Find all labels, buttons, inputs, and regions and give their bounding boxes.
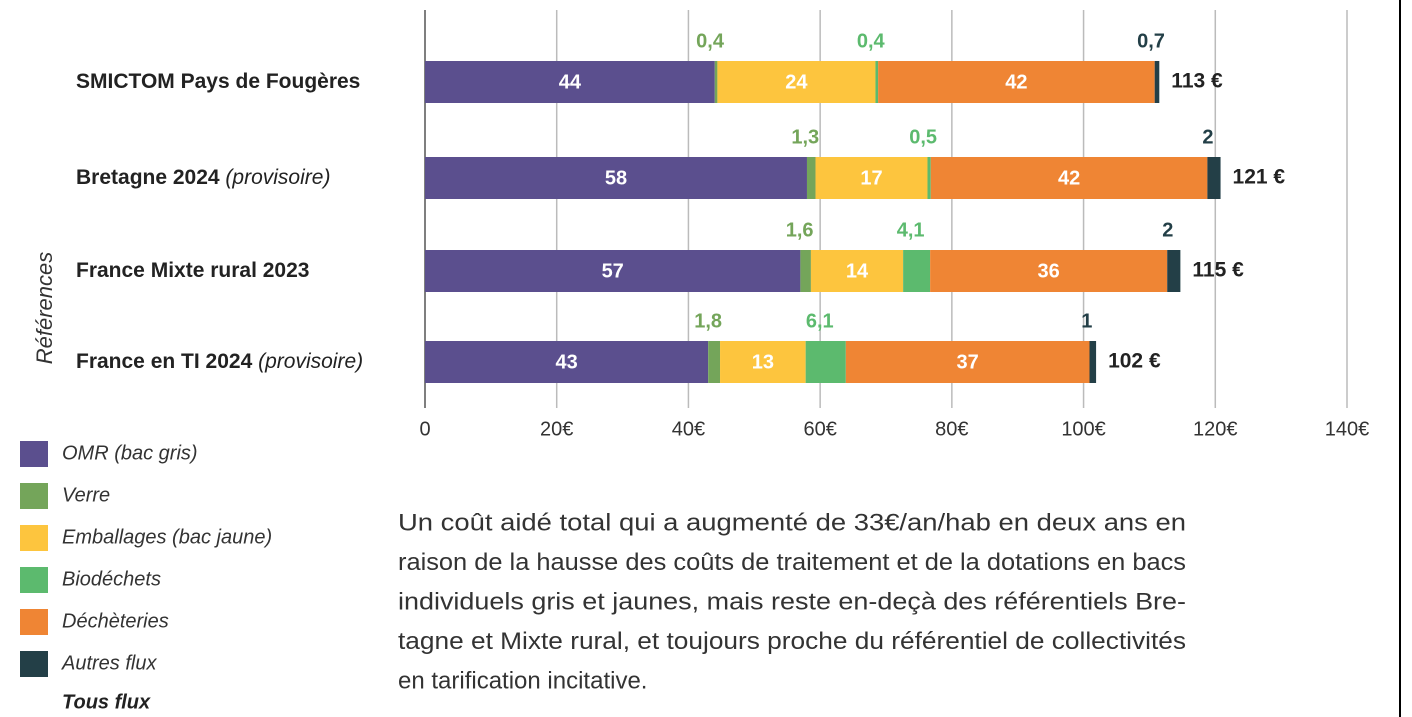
bar-segment [878, 61, 1155, 103]
value-label: 58 [605, 167, 627, 189]
note-text: raison de la hausse des coûts de traitem… [398, 549, 1186, 576]
bar-segment [708, 341, 721, 383]
total-label: 121 € [1233, 166, 1286, 189]
bar-segment [425, 250, 801, 292]
legend-label: Verre [62, 484, 110, 506]
category-name: France Mixte rural 2023 [76, 259, 309, 282]
legend-swatch [20, 483, 48, 509]
value-label: 36 [1038, 260, 1060, 282]
value-label: 0,5 [909, 126, 937, 148]
value-label: 1 [1081, 310, 1092, 332]
value-label: 13 [752, 351, 774, 373]
legend-swatch [20, 525, 48, 551]
bar-segment [800, 250, 811, 292]
bar-segment [845, 341, 1090, 383]
category-label: France en TI 2024 (provisoire) [76, 350, 363, 373]
bar-segment [425, 157, 807, 199]
value-label: 6,1 [806, 310, 834, 332]
value-label: 4,1 [897, 219, 925, 241]
bar-segment [720, 341, 806, 383]
category-name: Bretagne 2024 [76, 166, 220, 189]
value-label: 0,4 [696, 30, 725, 52]
value-label: 24 [785, 71, 808, 93]
bar-segment [714, 61, 718, 103]
value-label: 1,8 [694, 310, 722, 332]
bar-segment [805, 341, 846, 383]
category-label: SMICTOM Pays de Fougères [76, 70, 360, 93]
legend-swatch [20, 609, 48, 635]
note-text: tagne et Mixte rural, et toujours proche… [398, 628, 1186, 655]
value-label: 57 [602, 260, 624, 282]
bar-segment [717, 61, 876, 103]
note-text: en tarification incitative. [398, 667, 647, 694]
category-note: (provisoire) [225, 166, 330, 189]
bar-segment [425, 341, 709, 383]
category-note: (provisoire) [258, 350, 363, 373]
note-text: Un coût aidé total qui a augmenté de 33€… [398, 509, 1186, 536]
x-tick-label: 60€ [803, 418, 836, 440]
value-label: 37 [957, 351, 979, 373]
value-label: 17 [860, 167, 882, 189]
value-label: 0,7 [1137, 30, 1165, 52]
legend-total: Tous flux [62, 691, 151, 713]
y-axis-label: Références [32, 252, 57, 365]
note-text: individuels gris et jaunes, mais reste e… [398, 588, 1186, 615]
value-label: 42 [1005, 71, 1027, 93]
legend-label: Biodéchets [62, 568, 161, 590]
value-label: 2 [1202, 126, 1213, 148]
bar-segment [815, 157, 928, 199]
bar-segment [1207, 157, 1221, 199]
bar-segment [1154, 61, 1160, 103]
total-label: 113 € [1171, 70, 1223, 93]
x-tick-label: 20€ [540, 418, 573, 440]
bar-segment [1167, 250, 1181, 292]
legend-swatch [20, 651, 48, 677]
value-label: 14 [846, 260, 869, 282]
bar-segment [1089, 341, 1097, 383]
x-tick-label: 80€ [935, 418, 968, 440]
bar-segment [930, 250, 1168, 292]
value-label: 0,4 [857, 30, 886, 52]
bar-segment [903, 250, 931, 292]
x-tick-label: 40€ [672, 418, 705, 440]
x-tick-label: 100€ [1061, 418, 1106, 440]
total-label: 102 € [1108, 350, 1161, 373]
legend-swatch [20, 567, 48, 593]
x-tick-label: 140€ [1325, 418, 1370, 440]
category-label: France Mixte rural 2023 [76, 259, 309, 282]
legend-label: Emballages (bac jaune) [62, 526, 272, 548]
value-label: 2 [1162, 219, 1173, 241]
legend-label: OMR (bac gris) [62, 442, 198, 464]
x-tick-label: 120€ [1193, 418, 1238, 440]
value-label: 43 [555, 351, 577, 373]
legend-swatch [20, 441, 48, 467]
category-label: Bretagne 2024 (provisoire) [76, 166, 330, 189]
bar-segment [930, 157, 1208, 199]
bar-segment [425, 61, 715, 103]
legend-label: Déchèteries [62, 610, 169, 632]
bar-segment [927, 157, 931, 199]
bar-segment [810, 250, 904, 292]
category-name: France en TI 2024 [76, 350, 253, 373]
x-tick-label: 0 [419, 418, 430, 440]
value-label: 1,6 [786, 219, 814, 241]
value-label: 1,3 [791, 126, 819, 148]
bar-segment [806, 157, 816, 199]
value-label: 44 [559, 71, 582, 93]
legend-label: Autres flux [61, 652, 157, 674]
value-label: 42 [1058, 167, 1080, 189]
bar-segment [875, 61, 879, 103]
total-label: 115 € [1192, 259, 1244, 282]
category-name: SMICTOM Pays de Fougères [76, 70, 360, 93]
